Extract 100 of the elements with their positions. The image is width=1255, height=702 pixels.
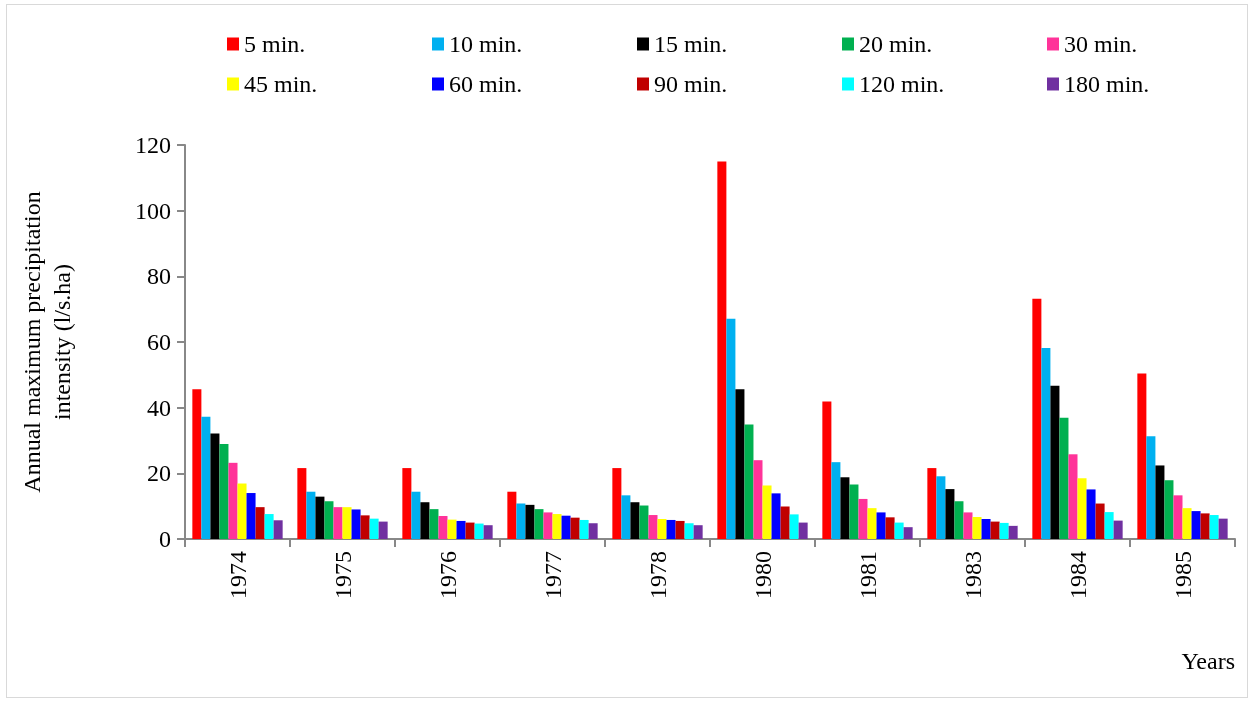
- x-tick-label: 1976: [434, 551, 461, 599]
- bar: [246, 493, 256, 539]
- bar: [342, 507, 352, 539]
- y-axis-title: Annual maximum precipitation intensity (l/s.ha): [19, 191, 75, 493]
- bar: [936, 476, 946, 539]
- bar: [210, 433, 220, 539]
- legend-label: 180 min.: [1064, 71, 1150, 97]
- bar: [483, 525, 493, 539]
- legend-label: 15 min.: [654, 31, 728, 57]
- bar: [438, 516, 448, 539]
- bar: [1077, 478, 1087, 539]
- bar: [963, 512, 973, 539]
- bar: [1008, 525, 1018, 539]
- bar: [507, 491, 517, 539]
- bar: [420, 502, 430, 539]
- bar: [351, 509, 361, 539]
- bar: [621, 495, 631, 539]
- bar: [735, 389, 745, 539]
- bar: [981, 518, 991, 539]
- bar: [534, 509, 544, 539]
- bar: [1209, 515, 1219, 539]
- x-axis-title: Years: [1181, 648, 1235, 674]
- bar: [726, 318, 736, 539]
- bar: [333, 507, 343, 539]
- x-tick-label: 1980: [749, 551, 776, 599]
- bar: [378, 521, 388, 539]
- y-tick-label: 40: [147, 394, 171, 421]
- bar: [324, 501, 334, 539]
- bar: [675, 520, 685, 539]
- bar: [858, 498, 868, 539]
- y-tick-label: 80: [147, 263, 171, 290]
- bar: [1155, 465, 1165, 539]
- bar: [1086, 489, 1096, 539]
- bar: [894, 522, 904, 539]
- x-tick-label: 1981: [854, 551, 881, 599]
- bar: [1173, 495, 1183, 539]
- bar: [1182, 508, 1192, 539]
- bar: [525, 504, 535, 539]
- bar: [798, 522, 808, 539]
- legend-label: 120 min.: [859, 71, 945, 97]
- bar: [867, 508, 877, 539]
- legend-label: 30 min.: [1064, 31, 1138, 57]
- bar: [1041, 347, 1051, 539]
- y-tick-label: 20: [147, 460, 171, 487]
- bar: [579, 519, 589, 539]
- bar: [999, 522, 1009, 539]
- bar: [945, 489, 955, 539]
- bar: [255, 507, 265, 539]
- bar: [630, 502, 640, 539]
- bar: [648, 515, 658, 539]
- bar: [903, 527, 913, 539]
- bar: [1113, 520, 1123, 539]
- bar: [1095, 503, 1105, 539]
- bar: [876, 512, 886, 539]
- x-tick-label: 1975: [329, 551, 356, 599]
- bar: [657, 518, 667, 539]
- bar: [543, 512, 553, 539]
- bar: [465, 522, 475, 539]
- bar: [1200, 513, 1210, 539]
- bar: [315, 496, 325, 539]
- bar: [762, 485, 772, 539]
- x-tick-label: 1983: [959, 551, 986, 599]
- bar: [831, 462, 841, 539]
- bar: [1050, 385, 1060, 539]
- y-tick-label: 0: [159, 526, 171, 552]
- bar: [1104, 512, 1114, 539]
- bar: [1146, 436, 1156, 539]
- bar: [264, 514, 274, 539]
- bar: [447, 519, 457, 539]
- bar: [411, 491, 421, 539]
- x-tick-label: 1984: [1064, 551, 1091, 599]
- legend-label: 90 min.: [654, 71, 728, 97]
- bar: [771, 493, 781, 539]
- bar: [789, 514, 799, 539]
- bar: [1164, 480, 1174, 539]
- bar: [666, 519, 676, 539]
- y-tick-label: 100: [135, 197, 171, 224]
- bar: [237, 483, 247, 539]
- bar: [402, 468, 412, 539]
- bar: [516, 503, 526, 539]
- bar: [1137, 373, 1147, 539]
- bar: [954, 501, 964, 539]
- bar: [429, 509, 439, 539]
- bar: [192, 389, 202, 539]
- bar: [639, 505, 649, 539]
- bar: [1218, 518, 1228, 539]
- bar: [693, 525, 703, 539]
- bar: [1068, 454, 1078, 539]
- bar: [570, 517, 580, 539]
- x-tick-label: 1974: [224, 551, 251, 599]
- bar: [588, 523, 598, 539]
- bar: [474, 523, 484, 539]
- x-tick-label: 1977: [539, 551, 566, 599]
- bar: [780, 506, 790, 539]
- x-tick-label: 1978: [644, 551, 671, 599]
- y-tick-label: 120: [135, 132, 171, 158]
- bar: [306, 491, 316, 539]
- x-tick-label: 1985: [1169, 551, 1196, 599]
- bar: [273, 520, 283, 539]
- y-tick-label: 60: [147, 329, 171, 355]
